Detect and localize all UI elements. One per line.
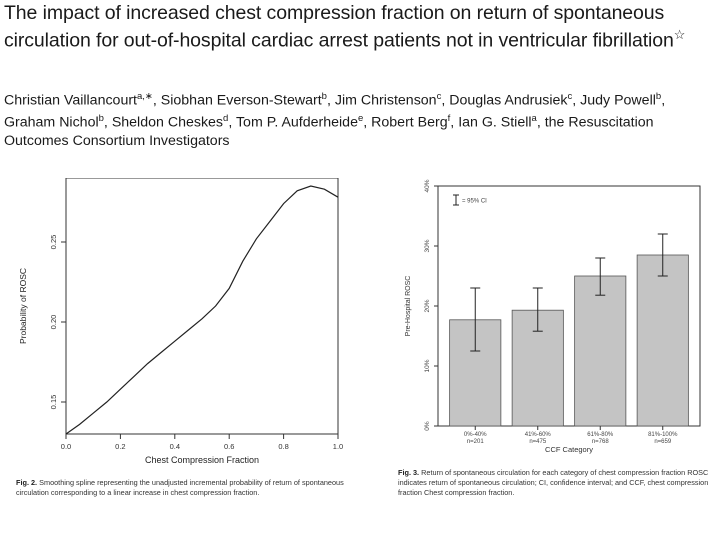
x-tick-label: 0.4 [170, 442, 180, 451]
author-name: Judy Powell [580, 92, 656, 109]
figure-3-caption: Fig. 3. Return of spontaneous circulatio… [398, 468, 710, 499]
author-name: Douglas Andrusiek [449, 92, 568, 109]
x-tick-label: 41%-60% [525, 432, 552, 438]
y-axis-label: Probability of ROSC [18, 268, 28, 344]
y-tick-label: 40% [424, 179, 431, 192]
author-name: Ian G. Stiell [458, 114, 532, 131]
author-affiliation: f [447, 113, 451, 125]
x-axis-label: Chest Compression Fraction [145, 455, 259, 465]
y-tick-label: 10% [424, 359, 431, 372]
y-tick-label: 20% [424, 299, 431, 312]
bar [636, 254, 689, 427]
y-tick-label: 0.20 [49, 315, 58, 330]
x-tick-count: n=659 [654, 439, 672, 445]
author-name: Jim Christenson [334, 92, 437, 109]
x-tick-label: 61%-80% [587, 432, 614, 438]
legend-label: = 95% CI [462, 199, 487, 205]
author-affiliation: c [436, 91, 442, 102]
plot-frame [65, 178, 339, 435]
x-tick-label: 81%-100% [648, 432, 678, 438]
x-tick-count: n=768 [592, 439, 610, 445]
figure-2-caption-label: Fig. 2. [16, 478, 38, 487]
y-tick-label: 0.15 [49, 395, 58, 410]
figure-3-bar-chart: 0% 10% 20% 30% 40% 0%-40%n=201 41%-60%n=475 61%… [405, 179, 701, 454]
figure-3-caption-text: Return of spontaneous circulation for ea… [398, 468, 709, 498]
author-affiliation: a,∗ [137, 91, 153, 102]
y-tick-label: 0.25 [49, 235, 58, 250]
author-list: Christian Vaillancourta,∗, Siobhan Evers… [4, 91, 666, 150]
x-tick-label: 0%-40% [464, 432, 487, 438]
author-affiliation: b [98, 113, 104, 125]
x-tick-label: 0.2 [115, 442, 125, 451]
x-tick-label: 0.8 [278, 442, 288, 451]
author-consortium: , the Resuscitation Outcomes Consortium … [4, 114, 654, 150]
x-tick-label: 1.0 [333, 442, 343, 451]
author-name: Christian Vaillancourt [4, 92, 137, 109]
author-affiliation: b [321, 91, 327, 102]
y-tick-label: 30% [424, 239, 431, 252]
y-axis-label: Pre-Hospital ROSC [405, 276, 412, 337]
bar [574, 275, 627, 427]
author-name: Sheldon Cheskes [111, 114, 224, 131]
figure-2-caption: Fig. 2. Smoothing spline representing th… [16, 478, 346, 498]
spline-curve [65, 185, 339, 435]
x-tick-label: 0.6 [224, 442, 234, 451]
x-axis-label: CCF Category [545, 445, 593, 454]
x-tick-count: n=475 [529, 439, 547, 445]
author-affiliation: b [655, 91, 662, 102]
figure-2-line-chart: 0.0 0.2 0.4 0.6 0.8 1.0 0.15 0.20 0.25 Chest Comp… [18, 178, 343, 465]
author-affiliation: c [567, 91, 573, 102]
author-name: Siobhan Everson-Stewart [160, 92, 322, 109]
author-name: Robert Berg [371, 114, 448, 131]
y-tick-label: 0% [424, 421, 431, 431]
author-affiliation: d [223, 113, 229, 125]
author-affiliation: a [531, 113, 537, 125]
x-tick-label: 0.0 [61, 442, 71, 451]
article-title-text: The impact of increased chest compressio… [4, 2, 674, 52]
author-name: Tom P. Aufderheide [235, 114, 358, 131]
title-footnote-mark: ☆ [673, 27, 686, 42]
author-name: Graham Nichol [4, 114, 99, 131]
figure-3-caption-label: Fig. 3. [398, 468, 420, 477]
author-affiliation: e [357, 113, 364, 125]
x-tick-count: n=201 [467, 439, 485, 445]
figure-2-caption-text: Smoothing spline representing the unadju… [16, 478, 344, 498]
article-title: The impact of increased chest compressio… [4, 2, 716, 52]
